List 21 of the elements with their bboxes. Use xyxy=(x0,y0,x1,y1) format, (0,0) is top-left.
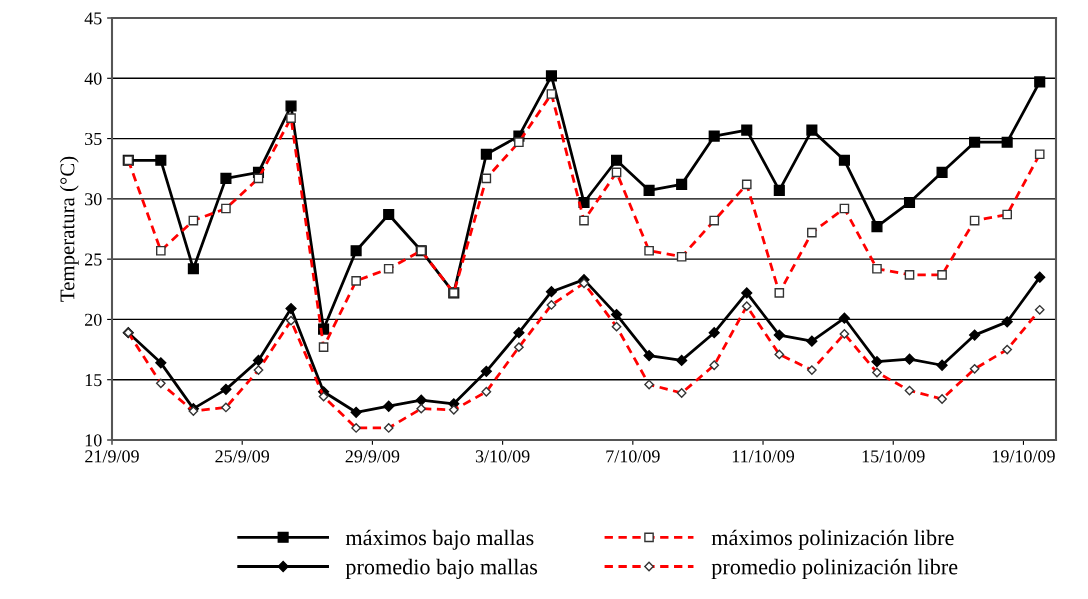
x-tick-label: 25/9/09 xyxy=(215,450,270,463)
x-tick-label: 3/10/09 xyxy=(475,450,530,463)
y-axis-title: Temperatura (°C) xyxy=(59,156,79,302)
y-tick-label: 20 xyxy=(85,313,102,326)
y-tick-label: 35 xyxy=(85,132,102,146)
x-tick-label: 19/10/09 xyxy=(992,450,1055,463)
x-tick-label: 11/10/09 xyxy=(732,450,795,463)
y-tick-label: 25 xyxy=(85,253,102,266)
x-tick-label: 15/10/09 xyxy=(862,450,925,463)
legend-label: máximos bajo mallas xyxy=(345,529,534,550)
y-tick-label: 40 xyxy=(84,72,102,85)
y-tick-label: 15 xyxy=(85,374,102,387)
x-tick-label: 29/9/09 xyxy=(345,450,400,463)
x-tick-label: 21/9/09 xyxy=(85,450,139,463)
legend-label: máximos polinización libre xyxy=(711,529,954,550)
y-tick-label: 45 xyxy=(84,12,102,25)
x-tick-label: 7/10/09 xyxy=(606,450,660,463)
legend-label: promedio polinización libre xyxy=(711,558,958,579)
y-tick-label: 30 xyxy=(85,193,102,206)
legend-label: promedio bajo mallas xyxy=(345,558,538,579)
y-tick-label: 10 xyxy=(85,434,102,447)
